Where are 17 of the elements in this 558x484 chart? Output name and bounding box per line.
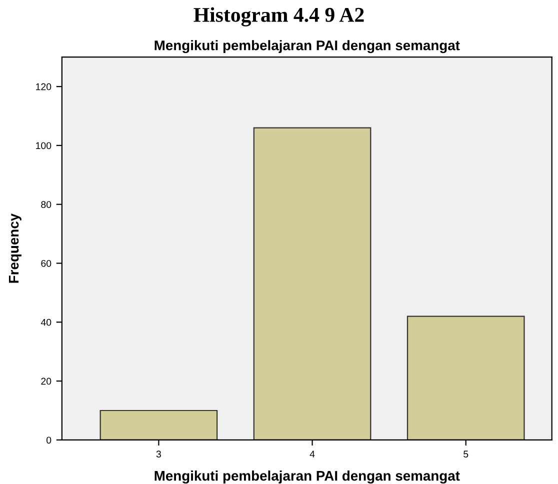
- y-tick-label: 0: [46, 436, 52, 444]
- y-tick-label: 40: [40, 318, 52, 326]
- x-tick-label: 4: [310, 450, 315, 458]
- y-tick-label: 100: [36, 142, 52, 150]
- y-tick-label: 60: [41, 260, 52, 267]
- bar: [100, 410, 218, 440]
- chart-title: Histogram 4.4 9 A2: [194, 7, 364, 26]
- y-tick-label: 80: [41, 201, 52, 208]
- y-tick-label: 120: [36, 83, 52, 90]
- x-tick-label: 3: [156, 450, 161, 458]
- y-tick-label: 20: [41, 378, 52, 385]
- chart-subtitle: Mengikuti pembelajaran PAI dengan semangat: [154, 40, 460, 54]
- x-axis-title: Mengikuti pembelajaran PAI dengan semangat: [154, 470, 460, 484]
- bar: [406, 316, 525, 440]
- x-tick-label: 5: [464, 450, 468, 458]
- bar: [253, 127, 372, 440]
- y-axis-title: Frequency: [8, 213, 22, 283]
